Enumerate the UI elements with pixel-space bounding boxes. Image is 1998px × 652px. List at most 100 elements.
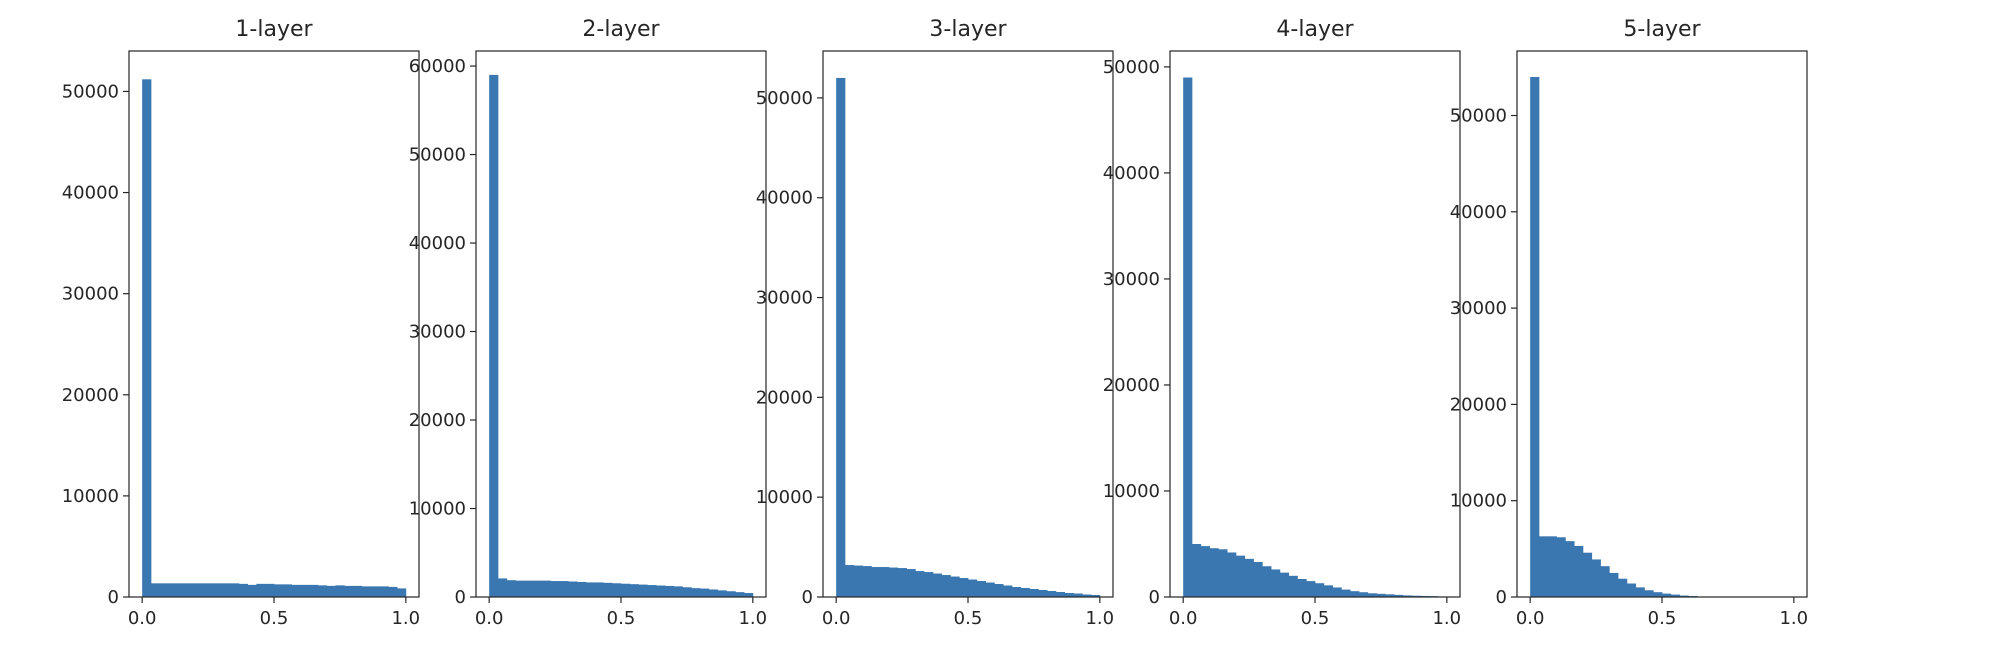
histogram-bars <box>836 77 1101 597</box>
histogram-bar <box>274 584 284 597</box>
histogram-bar <box>524 580 534 597</box>
histogram-bar <box>629 584 639 597</box>
y-tick-label: 0 <box>108 587 119 608</box>
histogram-bar <box>1582 552 1593 597</box>
histogram-bar <box>994 584 1004 597</box>
histogram-bar <box>379 586 389 597</box>
histogram-bar <box>1227 552 1237 597</box>
histogram-bar <box>1315 583 1325 597</box>
x-tick-label: 0.0 <box>128 608 157 629</box>
histogram-bar <box>968 579 978 597</box>
histogram-bar <box>397 588 407 597</box>
histogram-bar <box>959 578 969 597</box>
y-tick-label: 0 <box>1496 587 1507 608</box>
x-tick-label: 0.0 <box>822 608 851 629</box>
histogram-bar <box>309 584 319 597</box>
histogram-bar <box>1038 590 1048 597</box>
histogram-bar <box>577 581 587 597</box>
y-tick-label: 40000 <box>409 233 466 254</box>
histogram-bar <box>1402 595 1413 597</box>
histogram-bar <box>1662 593 1672 597</box>
histogram-bar <box>1635 587 1645 597</box>
y-tick-label: 20000 <box>1103 375 1160 396</box>
histogram-bar <box>941 575 951 597</box>
histogram-bar <box>1565 541 1575 597</box>
histogram-bar <box>1670 594 1680 597</box>
panel-title: 4-layer <box>1276 17 1354 42</box>
histogram-bar <box>621 583 631 597</box>
histogram-bar <box>1073 593 1083 597</box>
histogram-bar <box>353 585 363 597</box>
histogram-bar <box>1253 562 1263 597</box>
histogram-bar <box>1064 593 1074 597</box>
y-tick-label: 60000 <box>409 56 466 77</box>
histogram-bar <box>888 567 899 597</box>
axes-frame <box>822 50 1114 598</box>
y-tick-label: 30000 <box>409 322 466 343</box>
histogram-bar <box>985 582 995 597</box>
histogram-bar <box>326 585 336 597</box>
axes-frame <box>1516 50 1808 598</box>
histogram-bar <box>735 592 745 597</box>
histogram-bar <box>212 583 222 597</box>
histogram-bar <box>1411 595 1421 597</box>
histogram-bar <box>559 581 569 597</box>
axes-frame <box>475 50 767 598</box>
x-tick-label: 1.0 <box>738 608 767 629</box>
histogram-bar <box>1323 585 1333 597</box>
y-tick-label: 40000 <box>1103 163 1160 184</box>
histogram-bar <box>656 585 666 597</box>
histogram-bar <box>150 583 161 597</box>
histogram-bar <box>344 585 354 597</box>
y-tick-label: 10000 <box>409 499 466 520</box>
histogram-bar <box>497 578 508 597</box>
histogram-bar <box>186 583 196 597</box>
y-tick-label: 0 <box>455 587 466 608</box>
y-tick-label: 50000 <box>409 145 466 166</box>
y-tick-label: 50000 <box>1103 57 1160 78</box>
histogram-bar <box>1183 77 1193 597</box>
histogram-bar <box>1376 593 1386 597</box>
histogram-bar <box>673 586 683 597</box>
histogram-panel-5: 0.0 0.5 1.0 0 10000 20000 30000 40000 50000 5-lay… <box>1450 17 1808 629</box>
histogram-bar <box>1191 543 1202 597</box>
histogram-bar <box>726 591 736 597</box>
histogram-bar <box>708 589 719 597</box>
histogram-bar <box>1091 595 1101 597</box>
histogram-bar <box>1574 545 1584 597</box>
histogram-panel-2: 0.0 0.5 1.0 0 10000 20000 30000 40000 50000 60000… <box>409 17 767 629</box>
histogram-bar <box>142 79 152 597</box>
histogram-bars <box>142 79 407 597</box>
histogram-bar <box>1679 595 1689 597</box>
histogram-bar <box>1020 588 1030 597</box>
x-tick-label: 0.5 <box>607 608 636 629</box>
x-tick-label: 0.5 <box>260 608 289 629</box>
histogram-bar <box>853 565 863 597</box>
histogram-bar <box>221 583 231 597</box>
panel-title: 2-layer <box>582 17 660 42</box>
y-tick-label: 10000 <box>756 487 813 508</box>
y-tick-label: 20000 <box>409 410 466 431</box>
y-tick-label: 40000 <box>1450 202 1507 223</box>
histogram-bar <box>388 586 398 597</box>
histogram-bar <box>1538 536 1549 597</box>
histogram-bar <box>897 568 907 597</box>
x-tick-label: 0.5 <box>1648 608 1677 629</box>
histogram-bars <box>1183 77 1439 597</box>
histogram-bar <box>1271 569 1281 597</box>
x-tick-label: 1.0 <box>391 608 420 629</box>
y-tick-label: 50000 <box>756 88 813 109</box>
x-tick-label: 1.0 <box>1085 608 1114 629</box>
histogram-bar <box>550 581 560 597</box>
histogram-bar <box>1358 592 1369 597</box>
panel-title: 3-layer <box>929 17 1007 42</box>
histogram-bar <box>1385 594 1395 597</box>
histogram-bar <box>1600 566 1610 597</box>
histogram-bar <box>744 593 754 597</box>
histogram-bar <box>515 580 525 597</box>
histogram-panel-4: 0.0 0.5 1.0 0 10000 20000 30000 40000 50000 4-lay… <box>1103 17 1461 629</box>
histogram-bar <box>1297 578 1307 597</box>
histogram-bar <box>282 584 292 597</box>
histogram-bar <box>335 585 345 597</box>
histogram-bar <box>691 588 701 597</box>
